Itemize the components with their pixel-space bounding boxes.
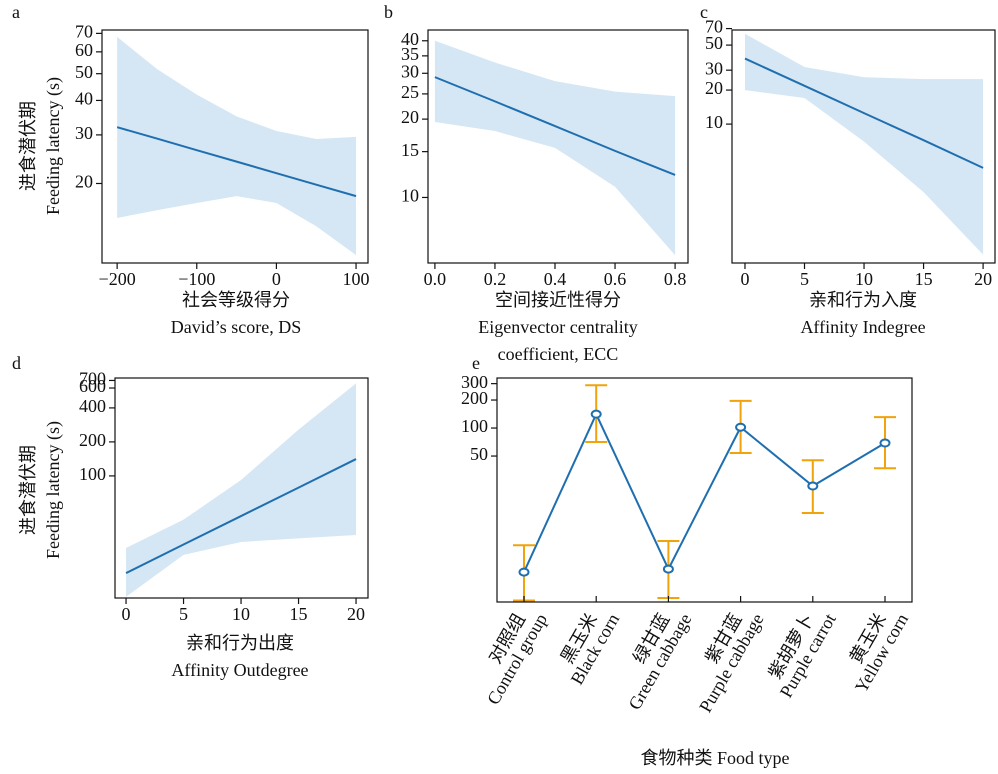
x-tick-label: 0.2 bbox=[484, 269, 507, 289]
x-axis-label: Affinity Outdegree bbox=[171, 660, 308, 680]
y-tick-label: 300 bbox=[461, 372, 488, 392]
y-tick-label: 20 bbox=[401, 107, 419, 127]
y-tick-label: 10 bbox=[401, 186, 419, 206]
y-tick-label: 70 bbox=[75, 22, 93, 42]
plot-frame bbox=[101, 29, 369, 264]
y-axis-label: 进食潜伏期 bbox=[18, 101, 38, 191]
y-axis-label: Feeding latency (s) bbox=[43, 421, 64, 559]
y-tick-label: 600 bbox=[79, 376, 106, 396]
fit-line bbox=[125, 458, 357, 574]
panel-label: c bbox=[700, 2, 708, 22]
x-tick-label: 20 bbox=[347, 604, 365, 624]
confidence-band bbox=[744, 33, 984, 255]
panel-label: e bbox=[472, 353, 480, 373]
x-axis-label: Affinity Indegree bbox=[800, 317, 925, 337]
x-tick-label: 10 bbox=[855, 269, 873, 289]
y-tick-label: 70 bbox=[705, 17, 723, 37]
mean-line bbox=[523, 411, 886, 573]
x-axis-label: 亲和行为入度 bbox=[809, 290, 917, 310]
y-tick-label: 100 bbox=[461, 416, 488, 436]
y-tick-label: 60 bbox=[75, 40, 93, 60]
y-tick-label: 50 bbox=[75, 62, 93, 82]
x-tick-label: 0 bbox=[740, 269, 749, 289]
y-tick-label: 200 bbox=[461, 388, 488, 408]
x-tick-label: 100 bbox=[343, 269, 370, 289]
y-tick-label: 100 bbox=[79, 464, 106, 484]
mean-point bbox=[735, 422, 747, 432]
x-tick-label: 10 bbox=[232, 604, 250, 624]
confidence-band bbox=[434, 40, 676, 256]
x-axis-label: 食物种类 Food type bbox=[640, 748, 789, 768]
mean-point bbox=[807, 481, 819, 491]
y-tick-label: 200 bbox=[79, 430, 106, 450]
y-tick-label: 50 bbox=[705, 33, 723, 53]
panel-label: d bbox=[12, 353, 21, 373]
y-tick-label: 700 bbox=[79, 369, 106, 389]
x-tick-label: 15 bbox=[915, 269, 933, 289]
y-tick-label: 400 bbox=[79, 396, 106, 416]
x-tick-label: 15 bbox=[290, 604, 308, 624]
x-axis-label: coefficient, ECC bbox=[498, 344, 619, 364]
y-tick-label: 15 bbox=[401, 140, 419, 160]
mean-point bbox=[590, 409, 602, 419]
plot-frame bbox=[427, 29, 689, 264]
plot-frame bbox=[114, 377, 369, 599]
y-tick-label: 50 bbox=[470, 444, 488, 464]
y-tick-label: 20 bbox=[75, 172, 93, 192]
mean-point bbox=[662, 564, 674, 574]
y-tick-label: 40 bbox=[75, 89, 93, 109]
x-tick-label: 0.0 bbox=[424, 269, 447, 289]
x-tick-label: 20 bbox=[974, 269, 992, 289]
y-tick-label: 30 bbox=[705, 58, 723, 78]
x-axis-label: David’s score, DS bbox=[171, 317, 301, 337]
x-axis-label: Eigenvector centrality bbox=[478, 317, 637, 337]
fit-line bbox=[434, 76, 676, 176]
plot-frame bbox=[496, 377, 913, 603]
y-tick-label: 10 bbox=[705, 112, 723, 132]
confidence-band bbox=[126, 383, 357, 597]
x-tick-label: 0.8 bbox=[664, 269, 687, 289]
plot-frame bbox=[731, 29, 996, 264]
y-tick-label: 20 bbox=[705, 78, 723, 98]
mean-point bbox=[879, 438, 891, 448]
panel-label: a bbox=[12, 2, 20, 22]
x-axis-label: 社会等级得分 bbox=[182, 290, 290, 310]
y-tick-label: 25 bbox=[401, 82, 419, 102]
y-tick-label: 35 bbox=[401, 44, 419, 64]
fit-line bbox=[116, 126, 357, 198]
panel-label: b bbox=[384, 2, 393, 22]
y-tick-label: 30 bbox=[75, 123, 93, 143]
y-axis-label: 进食潜伏期 bbox=[18, 445, 38, 535]
x-tick-label: 0.6 bbox=[604, 269, 627, 289]
x-tick-label: 0.4 bbox=[544, 269, 567, 289]
mean-point bbox=[518, 567, 530, 577]
x-tick-label: 5 bbox=[179, 604, 188, 624]
confidence-band bbox=[117, 36, 357, 256]
x-tick-label: −100 bbox=[178, 269, 215, 289]
x-tick-label: 0 bbox=[272, 269, 281, 289]
y-axis-label: Feeding latency (s) bbox=[43, 77, 64, 215]
x-tick-label: 0 bbox=[122, 604, 131, 624]
y-tick-label: 40 bbox=[401, 29, 419, 49]
x-axis-label: 空间接近性得分 bbox=[495, 290, 621, 310]
y-tick-label: 30 bbox=[401, 61, 419, 81]
x-tick-label: 5 bbox=[800, 269, 809, 289]
fit-line bbox=[744, 57, 984, 169]
x-axis-label: 亲和行为出度 bbox=[186, 633, 294, 653]
x-tick-label: −200 bbox=[99, 269, 136, 289]
